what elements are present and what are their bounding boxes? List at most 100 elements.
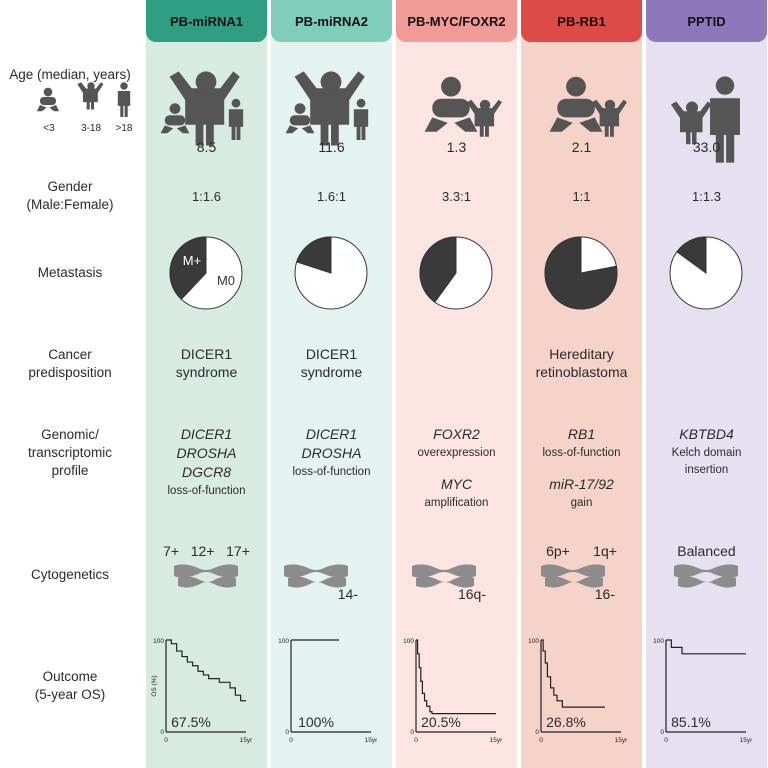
km-y-tick-0: 0 bbox=[535, 729, 539, 736]
genomic-line: gain bbox=[570, 497, 593, 509]
age-icons bbox=[549, 76, 627, 137]
column-header: PB-RB1 bbox=[521, 0, 642, 42]
km-curve-panel: 100 00 15yr bbox=[653, 638, 753, 744]
column-header: PB-miRNA1 bbox=[146, 0, 267, 42]
column-header: PPTID bbox=[646, 0, 767, 42]
pie-slice-m-plus bbox=[296, 236, 332, 274]
km-x-tick-0: 0 bbox=[289, 737, 293, 744]
km-x-tick-15: 15yr bbox=[490, 737, 503, 744]
row-label-predisposition-1: Cancer bbox=[48, 347, 92, 362]
age-value: 1.3 bbox=[446, 139, 467, 155]
metastasis-pie bbox=[669, 236, 743, 310]
row-label-genomic-1: Genomic/ bbox=[41, 427, 99, 442]
km-survival-line bbox=[541, 639, 605, 708]
km-survival-line bbox=[666, 639, 746, 655]
genomic-line: FOXR2 bbox=[433, 426, 480, 442]
km-y-tick-0: 0 bbox=[410, 729, 414, 736]
km-curve-panel: 100 00 15yr OS (%) bbox=[151, 638, 253, 744]
km-curve-panel: 100 00 15yr bbox=[403, 638, 503, 744]
gender-ratio: 1:1.6 bbox=[192, 189, 221, 204]
age-value: 2.1 bbox=[571, 139, 592, 155]
genomic-line: DICER1 bbox=[305, 426, 358, 442]
gender-ratio: 1:1.3 bbox=[692, 189, 721, 204]
age-group-label-under3: <3 bbox=[43, 123, 55, 134]
column-pptid: PPTID 33.0 1:1.3 KBTBD4 Kelch domain insertio… bbox=[646, 0, 767, 768]
main-adult-icon bbox=[710, 76, 740, 163]
age-value: 8.5 bbox=[196, 139, 217, 155]
gender-ratio: 1:1 bbox=[572, 189, 591, 204]
km-x-tick-0: 0 bbox=[164, 737, 168, 744]
row-label-gender-2: (Male:Female) bbox=[26, 197, 114, 212]
km-x-tick-0: 0 bbox=[664, 737, 668, 744]
km-x-tick-15: 15yr bbox=[240, 737, 253, 744]
metastasis-pie bbox=[294, 236, 368, 310]
row-label-outcome-2: (5-year OS) bbox=[34, 687, 106, 702]
small-child-icon bbox=[466, 99, 502, 137]
genomic-line: insertion bbox=[684, 464, 729, 476]
pie-label-m-plus: M+ bbox=[183, 253, 201, 268]
metastasis-pie bbox=[544, 236, 618, 310]
metastasis-pie: M+ M0 bbox=[169, 236, 243, 310]
km-x-tick-15: 15yr bbox=[365, 737, 378, 744]
cytogenetics-gain: Balanced bbox=[677, 543, 736, 559]
km-y-label: OS (%) bbox=[151, 675, 158, 696]
small-infant-icon bbox=[160, 103, 190, 134]
genomic-line: overexpression bbox=[417, 447, 496, 459]
genomic-line: DROSHA bbox=[301, 445, 362, 461]
chromosome-icon bbox=[541, 564, 605, 588]
km-x-tick-0: 0 bbox=[414, 737, 418, 744]
main-child-icon bbox=[169, 71, 240, 146]
genomic-line: MYC bbox=[440, 476, 473, 492]
pie-slice-m-plus bbox=[419, 236, 457, 303]
pie-slice-m-plus bbox=[169, 236, 207, 300]
column-pb-rb1: PB-RB1 2.1 1:1 Hereditary retinoblastoma RB1 l… bbox=[521, 0, 642, 768]
column-header: PB-miRNA2 bbox=[271, 0, 392, 42]
km-y-tick-100: 100 bbox=[278, 638, 289, 645]
age-group-label-3-18: 3-18 bbox=[80, 123, 101, 134]
genomic-line: DICER1 bbox=[180, 426, 233, 442]
predisposition-line: DICER1 bbox=[305, 346, 358, 362]
cytogenetics-gain: 6p+ 1q+ bbox=[546, 543, 617, 559]
predisposition-line: syndrome bbox=[175, 364, 238, 380]
os-value: 67.5% bbox=[171, 714, 211, 730]
adult-icon bbox=[117, 82, 131, 117]
genomic-line: amplification bbox=[424, 497, 489, 509]
age-value: 11.6 bbox=[318, 139, 345, 155]
row-label-metastasis: Metastasis bbox=[37, 265, 103, 280]
genomic-line: DROSHA bbox=[176, 445, 237, 461]
age-group-label-over18: >18 bbox=[115, 123, 133, 134]
row-label-outcome-1: Outcome bbox=[42, 669, 98, 684]
km-y-tick-100: 100 bbox=[153, 638, 164, 645]
km-survival-line bbox=[416, 639, 496, 715]
predisposition-line: Hereditary bbox=[549, 346, 614, 362]
infant-icon bbox=[36, 87, 60, 112]
km-x-tick-0: 0 bbox=[539, 737, 543, 744]
small-adult-icon bbox=[353, 98, 369, 141]
genomic-line: RB1 bbox=[567, 426, 596, 442]
os-value: 26.8% bbox=[546, 714, 586, 730]
small-infant-icon bbox=[285, 103, 315, 134]
genomic-line: DGCR8 bbox=[181, 464, 231, 480]
age-icons bbox=[285, 71, 369, 146]
genomic-line: loss-of-function bbox=[542, 447, 621, 459]
small-adult-icon bbox=[228, 98, 244, 141]
genomic-line: KBTBD4 bbox=[679, 426, 734, 442]
km-y-tick-0: 0 bbox=[160, 729, 164, 736]
gender-ratio: 3.3:1 bbox=[442, 189, 471, 204]
pie-slice-m-plus bbox=[544, 236, 618, 310]
main-infant-icon bbox=[424, 76, 478, 132]
predisposition-line: syndrome bbox=[300, 364, 363, 380]
age-icons bbox=[671, 76, 740, 163]
age-value: 33.0 bbox=[692, 139, 721, 155]
row-label-predisposition-2: predisposition bbox=[28, 365, 112, 380]
column-pb-myc-foxr2: PB-MYC/FOXR2 1.3 3.3:1 FOXR2 overexpression M… bbox=[396, 0, 517, 768]
age-legend-icons bbox=[36, 82, 131, 117]
cytogenetics-loss: 16q- bbox=[457, 586, 486, 602]
pie-slice-m-plus bbox=[676, 236, 707, 274]
predisposition-line: DICER1 bbox=[180, 346, 233, 362]
child-icon bbox=[77, 82, 104, 110]
predisposition-line: retinoblastoma bbox=[535, 364, 628, 380]
cytogenetics-gain: 7+ 12+ 17+ bbox=[163, 543, 250, 559]
chromosome-icon bbox=[412, 564, 476, 588]
